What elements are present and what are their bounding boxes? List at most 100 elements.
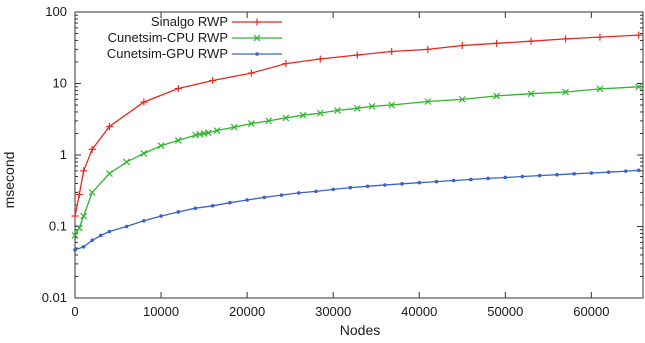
legend-label: Cunetsim-CPU RWP [108, 30, 228, 45]
data-point [279, 193, 284, 197]
data-point [71, 212, 79, 220]
legend-marker [253, 18, 261, 26]
data-point [193, 206, 198, 211]
data-point [388, 48, 396, 56]
data-point [623, 169, 628, 173]
data-point [635, 83, 643, 91]
data-point [245, 198, 249, 202]
data-point [316, 55, 324, 63]
data-point [334, 107, 341, 114]
data-point [140, 150, 148, 157]
data-point [572, 172, 576, 176]
data-point [230, 123, 238, 131]
data-point [140, 98, 148, 106]
legend-entry: Cunetsim-CPU RWP [108, 30, 282, 45]
data-point [71, 232, 79, 239]
data-point [299, 111, 307, 119]
data-point [247, 69, 255, 77]
data-point [228, 200, 232, 205]
data-point [537, 173, 542, 178]
data-point [503, 175, 508, 180]
series-2 [73, 168, 641, 252]
y-tick-label: 0.01 [42, 290, 67, 305]
data-point [451, 178, 456, 183]
data-point [424, 45, 432, 53]
data-point [606, 170, 611, 174]
data-point [107, 229, 112, 234]
data-point [80, 167, 88, 175]
data-point [247, 120, 255, 128]
data-point [213, 127, 221, 134]
x-tick-label: 0 [71, 304, 78, 319]
data-point [434, 179, 439, 184]
data-point [388, 101, 396, 109]
data-point [562, 35, 570, 43]
data-point [348, 185, 353, 190]
data-point [75, 191, 83, 199]
data-point [88, 145, 96, 153]
data-point [75, 224, 83, 232]
data-point [209, 77, 217, 85]
legend-entry: Cunetsim-GPU RWP [107, 46, 282, 61]
data-point [210, 203, 215, 208]
data-point [142, 219, 146, 223]
y-tick-label: 10 [53, 76, 67, 91]
data-point [520, 174, 525, 179]
data-point [417, 180, 422, 185]
x-tick-label: 20000 [229, 304, 265, 319]
x-tick-label: 40000 [401, 304, 437, 319]
series-0 [71, 31, 643, 220]
data-point [635, 31, 643, 39]
legend-label: Sinalgo RWP [151, 14, 228, 29]
data-point [458, 41, 466, 49]
data-point [527, 90, 535, 98]
data-point [469, 177, 473, 182]
data-point [365, 184, 370, 189]
y-tick-label: 0.1 [49, 219, 67, 234]
data-point [204, 129, 212, 137]
data-point [562, 88, 569, 96]
data-point [353, 51, 361, 59]
series-line [74, 34, 639, 217]
data-point [596, 85, 604, 93]
y-tick-label: 1 [60, 147, 67, 162]
data-point [157, 142, 165, 150]
legend-entry: Sinalgo RWP [151, 14, 282, 29]
data-point [123, 158, 131, 166]
data-point [353, 104, 361, 112]
data-point [262, 195, 267, 200]
data-point [174, 85, 182, 93]
data-point [176, 210, 181, 214]
data-point [493, 39, 501, 47]
data-point [265, 117, 273, 125]
data-point [99, 233, 103, 238]
x-tick-label: 50000 [487, 304, 523, 319]
data-point [486, 176, 490, 181]
data-point [174, 136, 182, 144]
legend-marker [255, 52, 259, 56]
data-point [596, 33, 604, 41]
y-tick-label: 100 [45, 4, 67, 19]
data-point [589, 171, 594, 175]
x-tick-label: 60000 [573, 304, 609, 319]
data-point [282, 114, 290, 122]
data-point [80, 212, 88, 220]
data-point [105, 170, 113, 177]
legend-label: Cunetsim-GPU RWP [107, 46, 228, 61]
data-point [159, 214, 163, 218]
data-point [331, 187, 335, 192]
data-point [73, 248, 77, 252]
x-tick-label: 30000 [315, 304, 351, 319]
data-point [493, 92, 501, 100]
data-point [81, 245, 86, 249]
data-point [424, 98, 432, 105]
data-point [88, 188, 96, 196]
data-point [124, 224, 129, 229]
series-line [74, 169, 639, 251]
data-point [296, 191, 301, 195]
data-point [400, 182, 404, 186]
data-point [368, 102, 376, 110]
data-point [90, 238, 95, 243]
